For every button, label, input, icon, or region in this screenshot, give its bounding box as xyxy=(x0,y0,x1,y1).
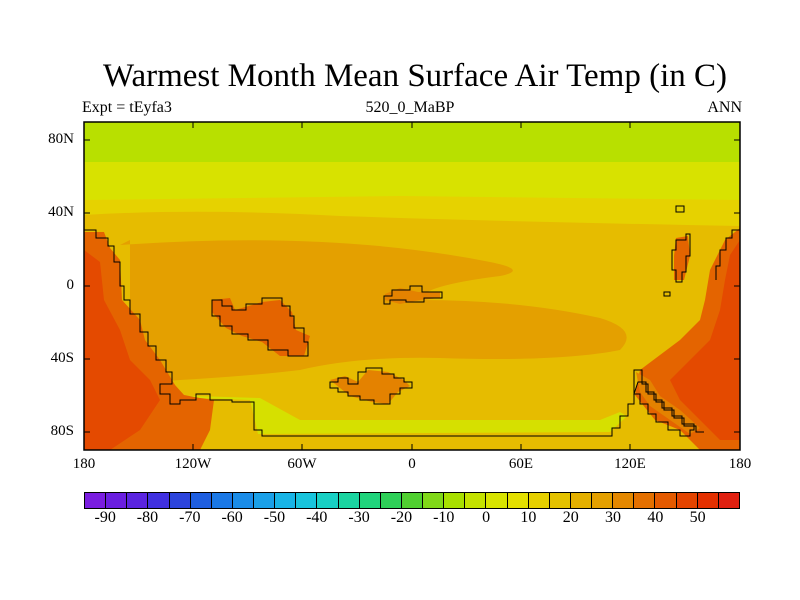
latitude-label: 80N xyxy=(48,131,74,147)
longitude-label: 60E xyxy=(508,456,534,472)
colorbar-label: -40 xyxy=(306,509,328,526)
longitude-label: 180 xyxy=(72,456,96,472)
colorbar-label: -20 xyxy=(390,509,413,526)
landmass-west-hot xyxy=(84,250,160,450)
colorbar-box xyxy=(444,493,466,508)
latitude-label: 80S xyxy=(50,423,74,439)
colorbar-box xyxy=(148,493,170,508)
colorbar-label: -30 xyxy=(348,509,370,526)
colorbar-box xyxy=(486,493,508,508)
island-tropical-center xyxy=(212,298,310,356)
colorbar-label: -80 xyxy=(136,509,159,526)
longitude-label: 180 xyxy=(728,456,752,472)
coast-south-east-strip xyxy=(633,381,695,437)
coast-east-dot xyxy=(675,205,685,213)
colorbar-label: -60 xyxy=(221,509,243,526)
colorbar-box xyxy=(613,493,635,508)
latitude-label: 0 xyxy=(66,277,75,293)
colorbar-label: 0 xyxy=(482,509,491,526)
colorbar-label: 20 xyxy=(562,509,579,526)
colorbar-box xyxy=(254,493,276,508)
colorbar-box xyxy=(697,493,719,508)
colorbar-box xyxy=(232,493,254,508)
colorbar-box xyxy=(169,493,191,508)
colorbar-box xyxy=(127,493,149,508)
longitude-label: 120E xyxy=(614,456,646,472)
colorbar-box xyxy=(380,493,402,508)
colorbar-box xyxy=(507,493,529,508)
colorbar-box xyxy=(718,493,739,508)
latitude-label: 40N xyxy=(48,204,74,220)
colorbar-box xyxy=(338,493,360,508)
colorbar-box xyxy=(655,493,677,508)
band-high-lat xyxy=(84,122,740,162)
coast-east-island xyxy=(671,233,691,283)
colorbar-box xyxy=(211,493,233,508)
colorbar-box xyxy=(401,493,423,508)
time-period-label: 520_0_MaBP xyxy=(365,99,455,116)
coast-west xyxy=(84,229,704,437)
colorbar xyxy=(84,492,740,509)
latitude-label: 40S xyxy=(50,350,74,366)
colorbar-label: 30 xyxy=(605,509,622,526)
colorbar-box xyxy=(423,493,445,508)
colorbar-box xyxy=(85,493,107,508)
colorbar-label: -10 xyxy=(433,509,455,526)
colorbar-label: -90 xyxy=(94,509,116,526)
coast-island-center xyxy=(211,297,309,357)
colorbar-box xyxy=(190,493,212,508)
colorbar-box xyxy=(549,493,571,508)
longitude-label: 120W xyxy=(174,456,212,472)
colorbar-box xyxy=(528,493,550,508)
colorbar-box xyxy=(676,493,698,508)
longitude-label: 0 xyxy=(408,456,416,472)
colorbar-box xyxy=(359,493,381,508)
colorbar-label: 40 xyxy=(647,509,664,526)
coast-island-small xyxy=(383,285,443,305)
colorbar-label: 50 xyxy=(689,509,706,526)
season-label: ANN xyxy=(707,99,742,116)
colorbar-box xyxy=(465,493,487,508)
colorbar-box xyxy=(275,493,297,508)
colorbar-box xyxy=(296,493,318,508)
map-title: Warmest Month Mean Surface Air Temp (in … xyxy=(102,58,728,94)
longitude-label: 60W xyxy=(287,456,317,472)
colorbar-box xyxy=(106,493,128,508)
coast-east-dot2 xyxy=(663,291,671,297)
region-warm-band xyxy=(120,240,627,384)
colorbar-box xyxy=(570,493,592,508)
colorbar-label: -70 xyxy=(179,509,201,526)
landmass-east-hot xyxy=(670,240,740,440)
colorbar-label: -50 xyxy=(263,509,286,526)
coast-island-south xyxy=(329,367,413,405)
colorbar-label: 10 xyxy=(520,509,537,526)
colorbar-box xyxy=(634,493,656,508)
colorbar-box xyxy=(317,493,339,508)
experiment-label: Expt = tEyfa3 xyxy=(82,99,172,116)
colorbar-box xyxy=(592,493,614,508)
coast-east xyxy=(715,229,740,280)
